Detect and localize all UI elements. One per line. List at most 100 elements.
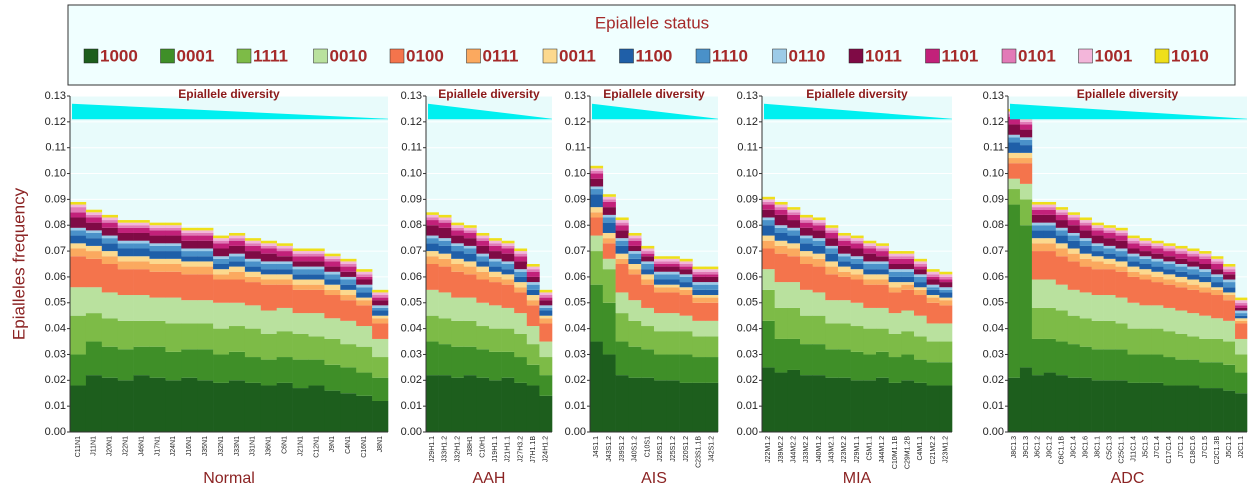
bar-segment [838, 276, 851, 301]
bar-segment [85, 214, 103, 218]
bar-segment [1151, 271, 1164, 277]
bar-segment [876, 328, 889, 352]
legend-label: 1100 [636, 46, 673, 65]
bar-segment [514, 248, 528, 252]
bar-segment [438, 318, 452, 345]
bar-segment [101, 318, 118, 347]
bar-segment [705, 284, 719, 290]
bar-segment [1199, 388, 1212, 432]
bar-segment [324, 279, 341, 285]
y-tick-label: 0.12 [737, 116, 758, 128]
bar-segment [812, 240, 826, 246]
annotation: Epiallele diversity [1077, 87, 1179, 101]
bar-segment [641, 349, 655, 378]
bar-segment [641, 274, 655, 280]
bar-segment [276, 245, 293, 249]
bar-segment [876, 264, 889, 270]
bar-segment [926, 276, 940, 280]
bar-segment [1175, 359, 1188, 386]
bar-segment [1055, 248, 1069, 257]
bar-segment [641, 377, 655, 432]
bar-segment [213, 354, 230, 383]
bar-segment [340, 393, 357, 432]
bar-segment [666, 331, 680, 355]
bar-segment [1055, 341, 1069, 376]
bar-segment [117, 232, 134, 241]
bar-segment [1151, 240, 1164, 244]
bar-segment [426, 375, 439, 432]
bar-segment [762, 199, 775, 202]
bar-segment [641, 264, 655, 270]
bar-segment [1235, 393, 1248, 432]
x-tick-label: J9C1.6 [1083, 436, 1090, 458]
bar-segment [181, 227, 198, 231]
y-tick-label: 0.11 [565, 142, 586, 154]
bar-segment [356, 269, 373, 272]
bar-segment [213, 264, 230, 270]
bar-segment [1019, 121, 1033, 125]
y-tick-label: 0.13 [983, 90, 1004, 102]
y-tick-label: 0.03 [983, 348, 1004, 360]
bar-segment [463, 266, 477, 275]
bar-segment [1031, 238, 1045, 244]
bar-segment [1187, 279, 1200, 285]
bar-segment [812, 220, 826, 223]
bar-segment [800, 344, 813, 376]
bar-segment [197, 230, 214, 233]
bar-segment [825, 245, 839, 249]
bar-segment [926, 271, 940, 275]
bar-segment [602, 217, 616, 223]
legend-swatch [236, 48, 252, 64]
bar-segment [85, 313, 103, 342]
bar-segment [514, 282, 528, 288]
bar-segment [181, 300, 198, 324]
bar-segment [1139, 328, 1152, 355]
bar-segment [476, 235, 490, 239]
legend-label: 1000 [100, 46, 138, 65]
bar-segment [825, 248, 839, 254]
bar-segment [863, 264, 877, 270]
bar-segment [762, 209, 775, 218]
bar-segment [1067, 214, 1080, 218]
bar-segment [1127, 243, 1140, 249]
bar-segment [463, 346, 477, 376]
bar-segment [615, 313, 629, 342]
bar-segment [654, 261, 668, 264]
bar-segment [526, 364, 540, 386]
bar-segment [526, 295, 540, 301]
bar-segment [1031, 204, 1045, 208]
bar-segment [1151, 276, 1164, 283]
y-tick-label: 0.08 [737, 219, 758, 231]
bar-segment [276, 261, 293, 264]
bar-segment [876, 256, 889, 262]
y-tick-label: 0.05 [737, 297, 758, 309]
bar-segment [1091, 245, 1104, 252]
bar-segment [476, 261, 490, 267]
bar-segment [705, 289, 719, 296]
bar-segment [666, 271, 680, 275]
bar-segment [1223, 269, 1236, 272]
y-tick-label: 0.00 [737, 426, 758, 438]
bar-segment [692, 274, 706, 277]
bar-segment [308, 359, 325, 386]
bar-segment [888, 333, 902, 358]
bar-segment [340, 284, 357, 290]
bar-segment [1199, 276, 1212, 283]
x-tick-label: C10S1 [644, 436, 651, 458]
x-tick-label: C6N1 [281, 436, 288, 454]
bar-segment [787, 220, 801, 228]
bar-segment [705, 336, 719, 358]
bar-segment [666, 380, 680, 432]
bar-segment [838, 377, 851, 432]
bar-segment [1175, 266, 1188, 272]
bar-segment [602, 201, 616, 208]
bar-segment [244, 328, 262, 358]
bar-segment [356, 395, 373, 432]
bar-segment [292, 266, 309, 270]
bar-segment [451, 377, 465, 432]
bar-segment [1163, 256, 1176, 262]
bar-segment [939, 305, 953, 324]
legend-label: 0110 [789, 46, 826, 65]
bar-segment [463, 248, 477, 254]
bar-segment [1175, 333, 1188, 360]
